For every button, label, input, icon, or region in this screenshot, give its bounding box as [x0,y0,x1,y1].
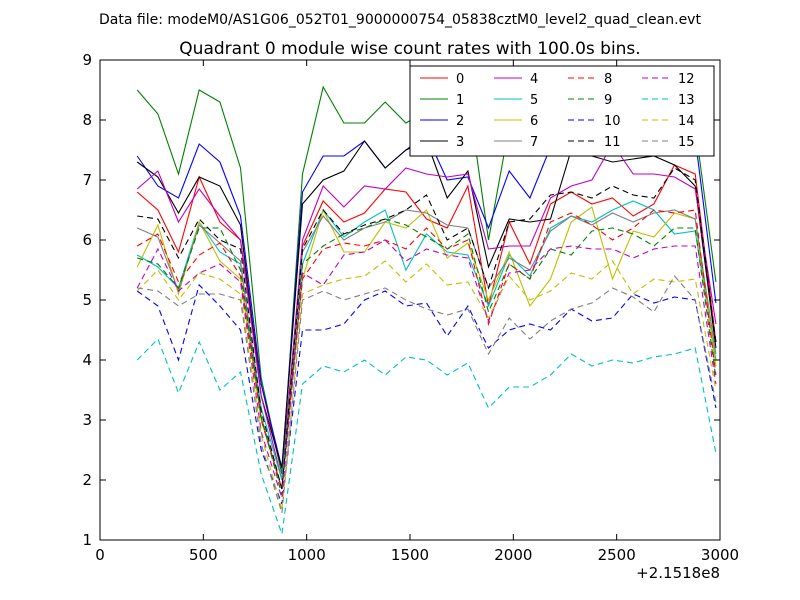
series-line-11 [137,167,717,490]
series-layer [136,68,717,535]
y-tick-label: 9 [82,51,92,69]
chart-title: Quadrant 0 module wise count rates with … [179,39,640,59]
legend-label-3: 3 [456,135,464,150]
x-tick-label: 2000 [494,546,532,564]
series-line-14 [136,260,717,511]
series-line-6 [136,206,717,490]
legend-label-2: 2 [456,114,464,129]
legend-label-14: 14 [678,114,695,129]
legend-label-6: 6 [530,114,538,129]
legend-label-8: 8 [604,72,612,87]
y-tick-label: 2 [82,471,92,489]
y-tick-label: 1 [82,531,92,549]
legend-label-13: 13 [678,93,695,108]
legend-label-7: 7 [530,135,538,150]
legend-label-9: 9 [604,93,612,108]
series-line-5 [136,200,717,481]
x-tick-label: 500 [189,546,218,564]
x-tick-label: 2500 [598,546,636,564]
series-line-8 [136,209,717,490]
y-tick-label: 4 [82,351,92,369]
x-tick-label: 1000 [288,546,326,564]
x-offset-label: +2.1518e8 [636,564,720,582]
legend-label-11: 11 [604,135,621,150]
legend-label-4: 4 [530,72,538,87]
y-tick-label: 5 [82,291,92,309]
legend-label-1: 1 [456,93,464,108]
x-tick-label: 0 [95,546,105,564]
legend-label-0: 0 [456,72,464,87]
series-line-3 [136,140,717,469]
x-tick-label: 1500 [391,546,429,564]
y-tick-label: 7 [82,171,92,189]
series-line-0 [136,164,717,475]
legend-label-12: 12 [678,72,695,87]
y-tick-label: 3 [82,411,92,429]
data-file-label: Data file: modeM0/AS1G06_052T01_90000007… [99,12,701,28]
legend-label-10: 10 [604,114,621,129]
series-line-12 [136,239,717,499]
legend-label-5: 5 [530,93,538,108]
legend-label-15: 15 [678,135,695,150]
series-line-9 [137,218,717,496]
series-line-13 [136,338,717,535]
series-line-10 [136,283,717,505]
series-line-15 [137,275,717,514]
series-line-7 [136,209,717,490]
y-tick-label: 6 [82,231,92,249]
x-tick-label: 3000 [701,546,739,564]
y-tick-label: 8 [82,111,92,129]
